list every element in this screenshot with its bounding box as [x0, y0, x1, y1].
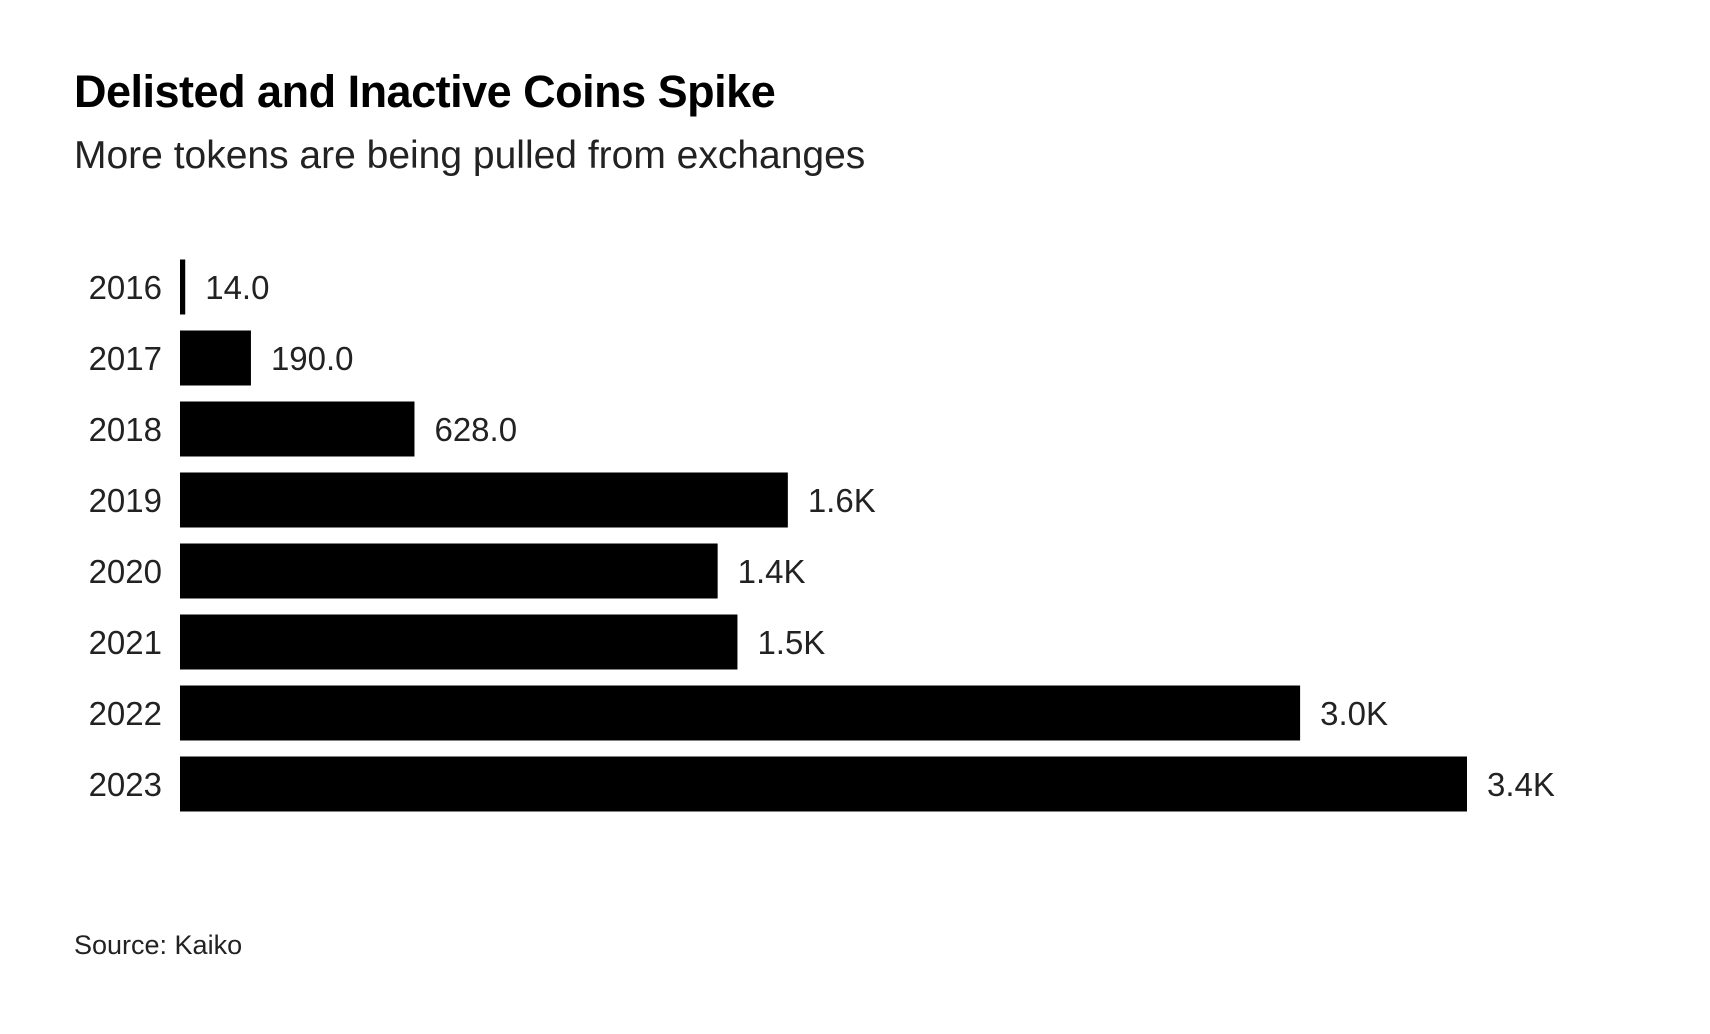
bar-2023 [180, 756, 1467, 812]
value-label: 1.4K [738, 553, 806, 590]
category-label: 2016 [89, 269, 162, 306]
bar-2021 [180, 614, 738, 670]
category-label: 2021 [89, 624, 162, 661]
category-label: 2022 [89, 695, 162, 732]
value-label: 14.0 [205, 269, 269, 306]
bar-2022 [180, 685, 1301, 741]
category-label: 2020 [89, 553, 162, 590]
category-label: 2023 [89, 766, 162, 803]
bar-2019 [180, 472, 788, 528]
category-label: 2017 [89, 340, 162, 377]
bar-2016 [180, 259, 186, 315]
value-label: 1.6K [808, 482, 876, 519]
chart-title: Delisted and Inactive Coins Spike [74, 66, 776, 117]
value-label: 3.4K [1487, 766, 1555, 803]
category-label: 2019 [89, 482, 162, 519]
bar-2020 [180, 543, 718, 599]
value-label: 628.0 [434, 411, 517, 448]
value-label: 190.0 [271, 340, 354, 377]
value-label: 3.0K [1320, 695, 1388, 732]
chart-subtitle: More tokens are being pulled from exchan… [74, 134, 866, 177]
source-note: Source: Kaiko [74, 930, 243, 960]
bar-2017 [180, 330, 251, 386]
bar-2018 [180, 401, 415, 457]
category-label: 2018 [89, 411, 162, 448]
value-label: 1.5K [757, 624, 825, 661]
